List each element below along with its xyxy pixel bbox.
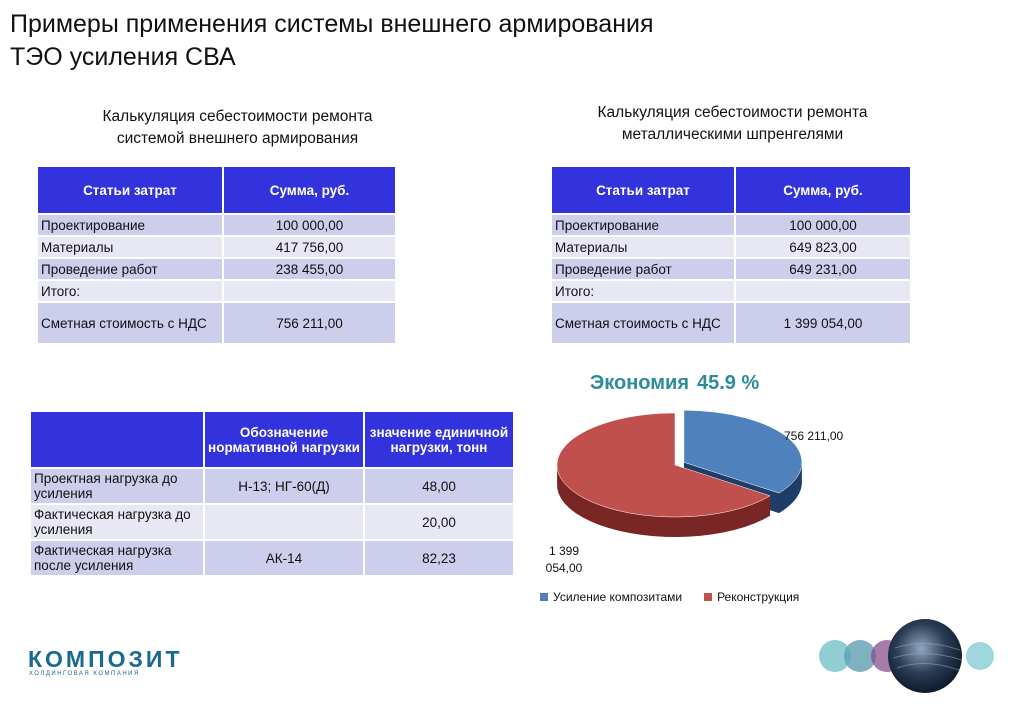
row-label: Итого: bbox=[550, 279, 736, 303]
row-value bbox=[734, 279, 912, 303]
company-logo: КОМПОЗИТ ХОЛДИНГОВАЯ КОМПАНИЯ bbox=[28, 646, 183, 677]
row-designation: Н-13; НГ-60(Д) bbox=[203, 467, 365, 505]
load-table: Обозначение нормативной нагрузки значени… bbox=[29, 410, 515, 577]
row-value: 82,23 bbox=[363, 539, 515, 577]
header-amount: Сумма, руб. bbox=[734, 165, 912, 215]
title-line-2: ТЭО усиления СВА bbox=[10, 43, 236, 71]
title-line-1: Примеры применения системы внешнего арми… bbox=[10, 10, 654, 38]
circle-light-teal bbox=[966, 642, 994, 670]
header-unit-load: значение единичной нагрузки, тонн bbox=[363, 410, 515, 469]
legend-item-reconstruction: Реконструкция bbox=[704, 590, 799, 604]
right-heading-line-2: металлическими шпренгелями bbox=[621, 126, 844, 143]
pie-chart bbox=[556, 410, 803, 537]
table-row: Фактическая нагрузка до усиления 20,00 bbox=[29, 503, 515, 541]
left-cost-table: Статьи затрат Сумма, руб. Проектирование… bbox=[36, 165, 397, 345]
economy-value: 45.9 % bbox=[696, 372, 760, 394]
table-row: Проведение работ 649 231,00 bbox=[550, 257, 912, 281]
legend-swatch-red bbox=[704, 593, 713, 601]
decorative-circles bbox=[819, 619, 994, 693]
table-row: Сметная стоимость с НДС 756 211,00 bbox=[36, 301, 397, 345]
table-row: Материалы 417 756,00 bbox=[36, 235, 397, 259]
chart-legend: Усиление композитами Реконструкция bbox=[540, 590, 799, 604]
header-amount: Сумма, руб. bbox=[222, 165, 397, 215]
pie-slice-side bbox=[779, 460, 802, 514]
row-label: Проектирование bbox=[550, 213, 736, 237]
table-row: Проектирование 100 000,00 bbox=[550, 213, 912, 237]
row-value: 1 399 054,00 bbox=[734, 301, 912, 345]
pie-slice-side bbox=[557, 462, 771, 537]
table-row: Фактическая нагрузка после усиления АК-1… bbox=[29, 539, 515, 577]
left-heading-line-1: Калькуляция себестоимости ремонта bbox=[102, 108, 373, 125]
table-row: Сметная стоимость с НДС 1 399 054,00 bbox=[550, 301, 912, 345]
left-table-heading: Калькуляция себестоимости ремонта систем… bbox=[40, 106, 435, 150]
row-value: 649 823,00 bbox=[734, 235, 912, 259]
table-row: Проектирование 100 000,00 bbox=[36, 213, 397, 237]
circle-blue bbox=[844, 640, 876, 672]
row-label: Проведение работ bbox=[550, 257, 736, 281]
header-empty bbox=[29, 410, 205, 469]
page-title: Примеры применения системы внешнего арми… bbox=[10, 8, 654, 74]
row-label: Материалы bbox=[36, 235, 224, 259]
row-label: Сметная стоимость с НДС bbox=[550, 301, 736, 345]
circle-fiber bbox=[888, 619, 962, 693]
row-label: Проектная нагрузка до усиления bbox=[29, 467, 205, 505]
row-label: Проведение работ bbox=[36, 257, 224, 281]
legend-item-composites: Усиление композитами bbox=[540, 590, 682, 604]
row-label: Итого: bbox=[36, 279, 224, 303]
pie-slice-composites bbox=[683, 410, 803, 494]
row-value: 756 211,00 bbox=[222, 301, 397, 345]
row-label: Фактическая нагрузка после усиления bbox=[29, 539, 205, 577]
table-row: Проведение работ 238 455,00 bbox=[36, 257, 397, 281]
row-value bbox=[222, 279, 397, 303]
data-label-reconstruction: 1 399 054,00 bbox=[545, 544, 583, 575]
row-designation bbox=[203, 503, 365, 541]
data-label-composites: 756 211,00 bbox=[784, 429, 844, 443]
legend-label: Реконструкция bbox=[717, 590, 800, 604]
header-cost-items: Статьи затрат bbox=[36, 165, 224, 215]
row-value: 649 231,00 bbox=[734, 257, 912, 281]
logo-tagline: ХОЛДИНГОВАЯ КОМПАНИЯ bbox=[29, 671, 140, 677]
logo-text: КОМПОЗИТ bbox=[28, 646, 183, 672]
table-row: Итого: bbox=[550, 279, 912, 303]
left-heading-line-2: системой внешнего армирования bbox=[116, 130, 359, 147]
header-cost-items: Статьи затрат bbox=[550, 165, 736, 215]
row-label: Фактическая нагрузка до усиления bbox=[29, 503, 205, 541]
row-value: 417 756,00 bbox=[222, 235, 397, 259]
legend-swatch-blue bbox=[540, 593, 548, 601]
row-label: Материалы bbox=[550, 235, 736, 259]
table-row: Итого: bbox=[36, 279, 397, 303]
right-table-heading: Калькуляция себестоимости ремонта металл… bbox=[540, 102, 925, 146]
right-heading-line-1: Калькуляция себестоимости ремонта bbox=[597, 104, 868, 121]
circle-teal bbox=[819, 640, 851, 672]
header-designation: Обозначение нормативной нагрузки bbox=[203, 410, 365, 469]
row-value: 100 000,00 bbox=[222, 213, 397, 237]
row-value: 100 000,00 bbox=[734, 213, 912, 237]
row-label: Сметная стоимость с НДС bbox=[36, 301, 224, 345]
row-value: 238 455,00 bbox=[222, 257, 397, 281]
table-row: Материалы 649 823,00 bbox=[550, 235, 912, 259]
table-row: Проектная нагрузка до усиления Н-13; НГ-… bbox=[29, 467, 515, 505]
economy-label: Экономия bbox=[590, 372, 689, 394]
row-label: Проектирование bbox=[36, 213, 224, 237]
right-cost-table: Статьи затрат Сумма, руб. Проектирование… bbox=[550, 165, 912, 345]
row-designation: АК-14 bbox=[203, 539, 365, 577]
pie-slice-reconstruction bbox=[556, 412, 771, 518]
economy-heading: Экономия 45.9 % bbox=[590, 372, 759, 395]
row-value: 48,00 bbox=[363, 467, 515, 505]
row-value: 20,00 bbox=[363, 503, 515, 541]
legend-label: Усиление композитами bbox=[553, 590, 683, 604]
